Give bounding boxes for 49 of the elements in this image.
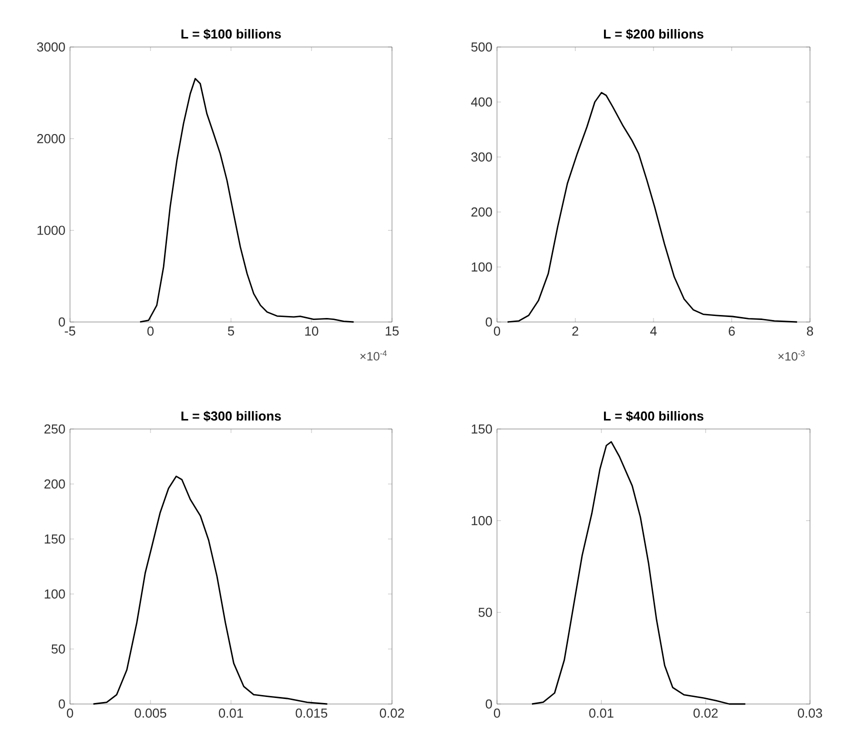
y-tick-label: 100 <box>44 589 65 599</box>
y-tick-label: 150 <box>44 534 65 544</box>
y-tick-label: 150 <box>472 424 492 434</box>
x-tick-label: 0.01 <box>218 708 244 718</box>
text: ×10$^{-4}$ <box>360 350 387 360</box>
text: ×10$^{-3}$ <box>778 350 805 361</box>
chart-title: L = $400 billions <box>604 410 704 422</box>
y-tick-label: 50 <box>52 644 65 654</box>
x-tick-label: 2 <box>572 326 578 336</box>
x-tick-label: 0.03 <box>798 708 822 718</box>
x-tick-label: 4 <box>650 326 657 336</box>
x-tick-label: 0.015 <box>296 708 328 718</box>
y-tick-label: 100 <box>472 516 492 526</box>
y-tick-label: 3000 <box>37 42 65 52</box>
x-tick-label: 0.01 <box>589 708 614 718</box>
x-tick-label: 0.02 <box>694 708 718 718</box>
y-tick-label: 50 <box>478 608 492 617</box>
x-tick-label: 0 <box>494 326 500 336</box>
x-tick-label: 0 <box>494 708 500 718</box>
y-tick-label: 200 <box>44 479 65 489</box>
y-tick-label: 0 <box>58 317 65 327</box>
y-tick-label: 200 <box>471 207 492 217</box>
y-tick-label: 100 <box>472 262 492 272</box>
chart-title: L = $100 billions <box>181 28 281 40</box>
y-tick-label: 0 <box>58 699 65 709</box>
y-tick-label: 1000 <box>38 226 65 235</box>
y-tick-label: 2000 <box>37 134 65 144</box>
y-tick-label: 400 <box>471 97 492 107</box>
y-tick-label: 0 <box>486 699 492 709</box>
x-tick-label: 0 <box>66 708 74 718</box>
x-tick-label: -5 <box>64 326 76 336</box>
x-tick-label: 15 <box>386 326 399 336</box>
line-series <box>506 92 798 323</box>
y-tick-label: 300 <box>471 152 492 162</box>
x-tick-label: 0 <box>147 326 154 336</box>
y-tick-label: 250 <box>44 424 65 434</box>
chart-title: L = $200 billions <box>604 28 704 40</box>
x-tick-label: 0.005 <box>134 708 166 718</box>
y-tick-label: 500 <box>471 42 492 52</box>
line-series <box>531 441 746 705</box>
x-tick-label: 8 <box>806 326 814 336</box>
x-tick-label: 6 <box>728 326 735 336</box>
line-series <box>92 476 328 705</box>
line-series <box>139 78 354 323</box>
x-tick-label: 5 <box>228 326 234 336</box>
y-tick-label: 0 <box>486 317 492 327</box>
x-tick-label: 0.02 <box>380 708 404 718</box>
x-tick-label: 10 <box>305 326 318 336</box>
chart-title: L = $300 billions <box>181 410 281 422</box>
